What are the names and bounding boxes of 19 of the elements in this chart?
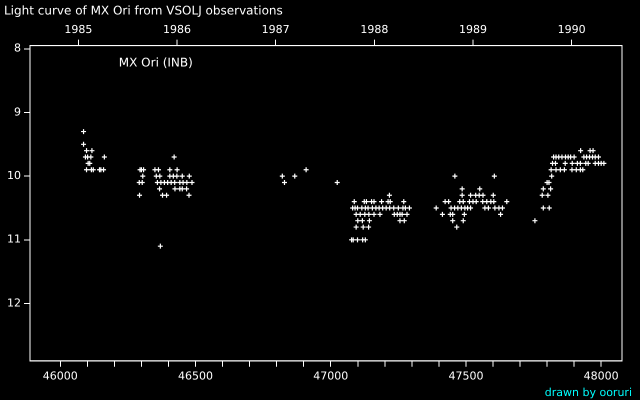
y-tick-label: 10 <box>6 168 21 182</box>
x-tick-label: 47500 <box>448 369 484 382</box>
x2-tick-label: 1987 <box>262 22 290 36</box>
text: drawn by ooruri <box>544 386 632 399</box>
x2-tick-label: 1989 <box>459 22 488 36</box>
x2-tick-label: 1986 <box>163 22 192 36</box>
y-tick-label: 11 <box>6 232 21 246</box>
y-tick-label: 12 <box>6 296 21 310</box>
x-tick-label: 47000 <box>313 369 348 382</box>
x2-tick-label: 1990 <box>558 22 586 36</box>
annotation: MX Ori (INB) <box>118 56 193 70</box>
x2-tick-label: 1988 <box>360 22 388 36</box>
x-tick-label: 48000 <box>584 369 619 382</box>
x-tick-label: 46500 <box>178 369 214 382</box>
y-tick-label: 9 <box>14 105 21 118</box>
x-tick-label: 46000 <box>42 369 78 382</box>
x2-tick-label: 1985 <box>64 22 92 36</box>
y-tick-label: 8 <box>14 42 21 55</box>
chart-title: Light curve of MX Ori from VSOLJ observations <box>4 3 283 18</box>
